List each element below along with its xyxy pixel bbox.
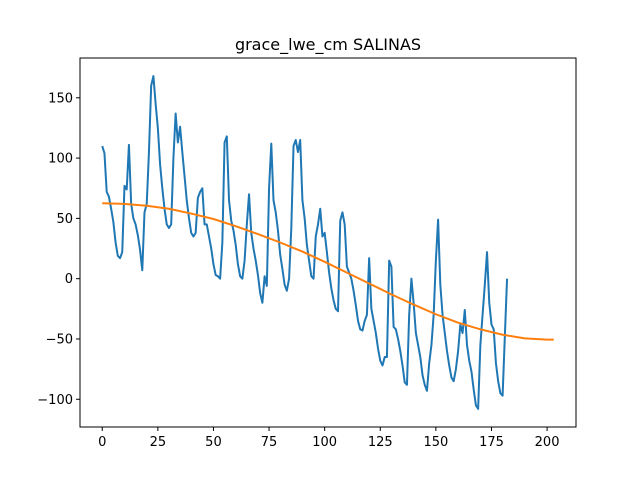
chart-title: grace_lwe_cm SALINAS	[235, 35, 421, 55]
x-tick-label: 25	[150, 435, 167, 450]
x-tick-label: 200	[535, 435, 560, 450]
series-layer	[101, 75, 554, 410]
series-line-1	[101, 75, 509, 410]
y-tick-label: −50	[46, 332, 73, 347]
y-tick-label: 150	[48, 91, 73, 106]
x-tick-label: 100	[312, 435, 337, 450]
y-tick-label: 100	[48, 152, 73, 167]
plot-frame	[79, 57, 577, 428]
x-tick-label: 50	[205, 435, 222, 450]
y-axis: −100 −50 0 50 100 150	[37, 91, 80, 408]
y-tick-label: 0	[65, 272, 73, 287]
y-tick-label: −100	[37, 393, 73, 408]
series-line-2	[102, 202, 554, 341]
x-tick-label: 125	[368, 435, 393, 450]
x-tick-label: 150	[423, 435, 448, 450]
x-tick-label: 0	[98, 435, 106, 450]
x-tick-label: 75	[261, 435, 278, 450]
x-axis: 0 25 50 75 100 125 150 175 200	[98, 427, 559, 450]
x-tick-label: 175	[479, 435, 504, 450]
y-tick-label: 50	[56, 212, 73, 227]
